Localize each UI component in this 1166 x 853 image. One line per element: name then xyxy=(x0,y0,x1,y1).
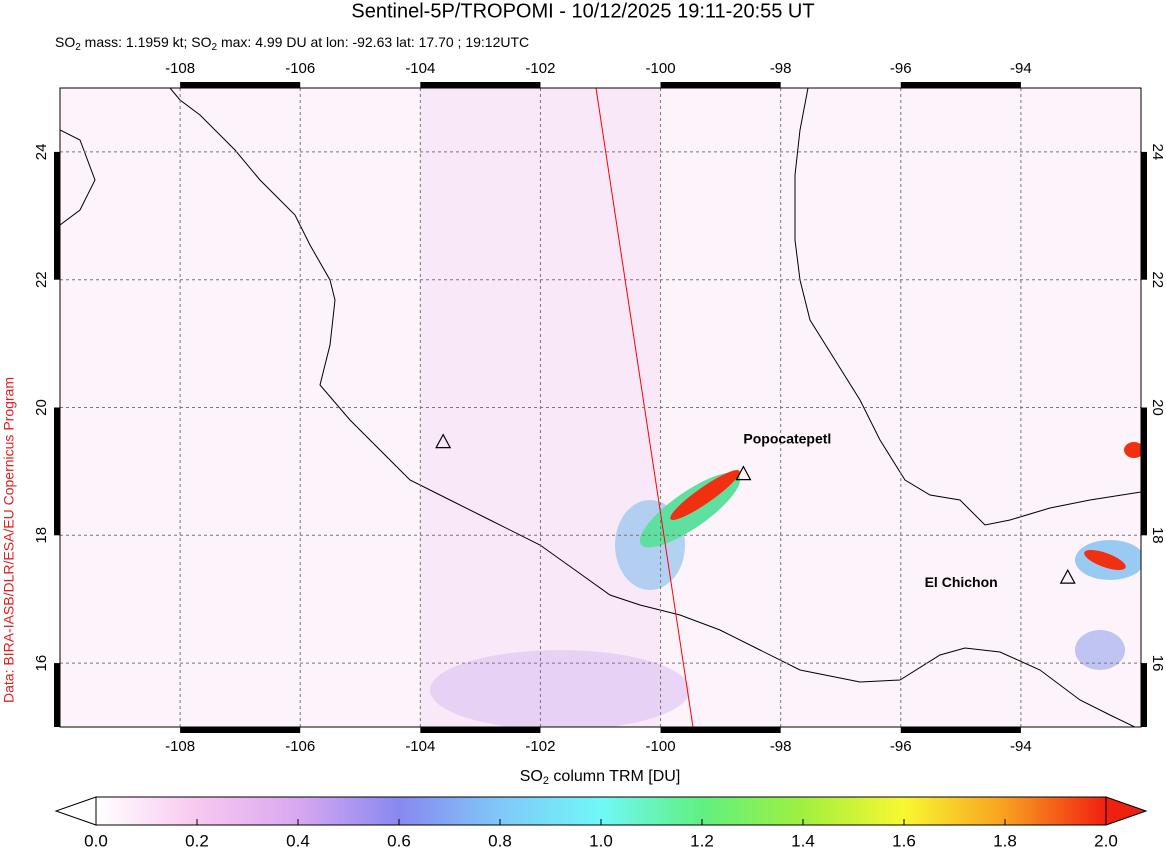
x-tick-label: -102 xyxy=(525,738,555,755)
frame xyxy=(54,82,1147,733)
colorbar-tick-label: 0.4 xyxy=(286,831,310,850)
subtitle-part: SO xyxy=(55,34,75,50)
colorbar-tick-label: 0.6 xyxy=(387,831,411,850)
grid xyxy=(60,88,1141,727)
colorbar-tick-label: 0.8 xyxy=(488,831,512,850)
x-tick-label-top: -106 xyxy=(285,60,315,77)
so2-plume xyxy=(1124,442,1141,458)
frame-bar xyxy=(900,82,1021,88)
x-tick-label-top: -102 xyxy=(525,60,555,77)
subtitle-part: 2 xyxy=(75,42,81,53)
volcano-marker xyxy=(435,433,452,449)
x-tick-label-top: -100 xyxy=(646,60,676,77)
colorbar-label-part: column TRM [DU] xyxy=(549,768,680,785)
frame-bar xyxy=(420,82,541,88)
y-tick-label: 16 xyxy=(33,655,50,672)
frame-bar xyxy=(180,727,301,733)
x-tick-label: -104 xyxy=(405,738,435,755)
subtitle-part: max: 4.99 DU at lon: -92.63 lat: 17.70 ;… xyxy=(217,34,529,50)
colorbar-label-part: 2 xyxy=(543,775,549,787)
credit: Data: BIRA-IASB/DLR/ESA/EU Copernicus Pr… xyxy=(1,377,17,703)
title: Sentinel-5P/TROPOMI - 10/12/2025 19:11-2… xyxy=(351,0,814,22)
map-border xyxy=(59,87,1142,728)
volcano-label: Popocatepetl xyxy=(743,430,831,446)
x-tick-label-top: -94 xyxy=(1010,60,1032,77)
frame-bar xyxy=(1141,663,1147,727)
coastline xyxy=(60,129,96,226)
x-tick-label-top: -96 xyxy=(890,60,912,77)
subtitle-part: mass: 1.1959 kt; SO xyxy=(81,34,212,50)
x-tick-label-top: -104 xyxy=(405,60,435,77)
colorbar-tick-label: 1.0 xyxy=(589,831,613,850)
x-tick-label: -108 xyxy=(165,738,195,755)
colorbar-label-part: SO xyxy=(520,768,543,785)
so2-plume xyxy=(1084,550,1126,570)
colorbar-under xyxy=(54,796,97,826)
volcano-marker xyxy=(1059,568,1076,584)
map: Popocatepetl El Chichon xyxy=(54,82,1147,733)
colorbar-tick-label: 1.4 xyxy=(791,831,815,850)
colorbar-tick-label: 1.6 xyxy=(892,831,916,850)
y-tick-label-right: 18 xyxy=(1149,527,1166,544)
frame-bar xyxy=(54,663,60,727)
y-tick-label-right: 20 xyxy=(1149,399,1166,416)
colorbar-tick-label: 0.2 xyxy=(185,831,209,850)
so2-patch xyxy=(1075,630,1125,670)
x-tick-label: -96 xyxy=(890,738,912,755)
x-tick-label: -106 xyxy=(285,738,315,755)
colorbar xyxy=(54,796,1148,826)
frame-bar xyxy=(54,407,60,536)
colorbar-over xyxy=(1105,796,1148,826)
y-tick-label: 22 xyxy=(33,271,50,288)
colorbar-label: SO2 column TRM [DU] xyxy=(520,768,681,787)
colorbar-tick-label: 1.2 xyxy=(690,831,714,850)
x-tick-label: -100 xyxy=(646,738,676,755)
y-tick-label: 24 xyxy=(33,144,50,161)
y-tick-label-right: 16 xyxy=(1149,655,1166,672)
frame-bar xyxy=(660,82,781,88)
volcano-marker xyxy=(735,465,752,481)
frame-bar xyxy=(1141,151,1147,280)
x-tick-label-top: -98 xyxy=(770,60,792,77)
colorbar-tick-label: 0.0 xyxy=(84,831,108,850)
so2-patch xyxy=(430,650,690,727)
volcano-label: El Chichon xyxy=(925,574,998,590)
frame-bar xyxy=(420,727,541,733)
y-tick-label-right: 24 xyxy=(1149,144,1166,161)
frame-bar xyxy=(660,727,781,733)
x-tick-label: -94 xyxy=(1010,738,1032,755)
frame-bar xyxy=(900,727,1021,733)
subtitle-part: 2 xyxy=(212,42,218,53)
frame-bar xyxy=(1141,407,1147,536)
x-tick-label: -98 xyxy=(770,738,792,755)
x-tick-label-top: -108 xyxy=(165,60,195,77)
frame-bar xyxy=(180,82,301,88)
frame-bar xyxy=(54,151,60,280)
y-tick-label: 20 xyxy=(33,399,50,416)
coastline xyxy=(794,88,1141,526)
y-tick-label-right: 22 xyxy=(1149,271,1166,288)
subtitle: SO2 mass: 1.1959 kt; SO2 max: 4.99 DU at… xyxy=(55,34,529,53)
y-tick-label: 18 xyxy=(33,527,50,544)
so2-plume xyxy=(670,470,740,520)
colorbar-tick-label: 1.8 xyxy=(993,831,1017,850)
colorbar-tick-label: 2.0 xyxy=(1094,831,1118,850)
